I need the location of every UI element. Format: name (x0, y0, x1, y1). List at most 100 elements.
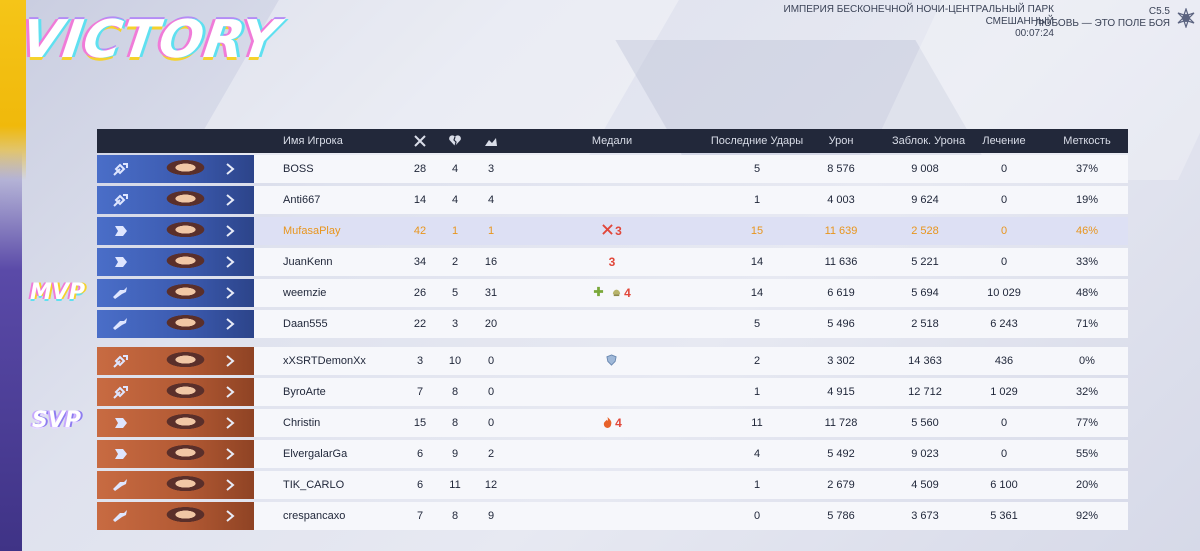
chevron-right-icon[interactable] (225, 225, 235, 237)
damage-value: 4 915 (827, 386, 855, 398)
scoreboard-header: Имя Игрока Медали Последние Удары Урон З… (97, 129, 1128, 153)
chevron-right-icon[interactable] (225, 386, 235, 398)
shield-medal-icon (605, 353, 617, 369)
player-row[interactable]: JuanKenn 34 2 16 3 14 11 636 5 221 0 33% (97, 248, 1128, 276)
healing-value: 0 (1000, 448, 1008, 460)
season-info: C5.5 ЛЮБОВЬ — ЭТО ПОЛЕ БОЯ (1035, 6, 1170, 30)
accuracy-value: 77% (1075, 417, 1099, 429)
blue-team-rows: BOSS 28 4 3 5 8 576 9 008 0 37% Anti667 14 4 4 1 4 003… (97, 155, 1128, 338)
player-row[interactable]: weemzie 26 5 31 4 14 6 619 5 694 10 029 48% (97, 279, 1128, 307)
chevron-right-icon[interactable] (225, 355, 235, 367)
deaths-value: 1 (451, 225, 459, 237)
player-row[interactable]: MufasaPlay 42 1 1 3 15 11 639 2 528 0 46% (97, 217, 1128, 245)
player-name[interactable]: weemzie (283, 287, 327, 299)
hero-portrait (147, 409, 217, 437)
kills-value: 28 (413, 163, 427, 175)
final-hits-value: 11 (751, 417, 763, 429)
player-row[interactable]: BOSS 28 4 3 5 8 576 9 008 0 37% (97, 155, 1128, 183)
assists-value: 0 (487, 417, 495, 429)
hero-banner (97, 502, 254, 530)
chevron-right-icon[interactable] (225, 194, 235, 206)
player-name[interactable]: MufasaPlay (283, 225, 341, 237)
flame-medal-icon (602, 416, 613, 431)
blocked-value: 9 023 (911, 448, 939, 460)
player-row[interactable]: ElvergalarGa 6 9 2 4 5 492 9 023 0 55% (97, 440, 1128, 468)
chevron-right-icon[interactable] (225, 163, 235, 175)
damage-value: 5 492 (827, 448, 855, 460)
blocked-value: 5 694 (911, 287, 939, 299)
chevron-right-icon[interactable] (225, 417, 235, 429)
damage-value: 8 576 (827, 163, 855, 175)
deaths-value: 11 (449, 479, 461, 491)
accuracy-value: 71% (1075, 318, 1099, 330)
chevron-right-icon[interactable] (225, 448, 235, 460)
final-hits-value: 14 (750, 287, 764, 299)
player-name[interactable]: BOSS (283, 163, 314, 175)
hero-portrait (147, 502, 217, 530)
player-row[interactable]: Christin 15 8 0 4 11 11 728 5 560 0 77% (97, 409, 1128, 437)
chevron-right-icon[interactable] (225, 510, 235, 522)
player-row[interactable]: ByroArte 7 8 0 1 4 915 12 712 1 029 32% (97, 378, 1128, 406)
blocked-value: 2 518 (911, 318, 939, 330)
player-name[interactable]: Christin (283, 417, 321, 429)
medals-cell (567, 353, 657, 369)
hero-banner (97, 248, 254, 276)
vanguard-role-icon (115, 418, 127, 428)
player-name[interactable]: ByroArte (283, 386, 326, 398)
damage-value: 5 496 (827, 318, 855, 330)
assists-icon (485, 138, 497, 146)
hero-banner (97, 217, 254, 245)
final-hits-value: 4 (753, 448, 761, 460)
victory-title: VICTORY (17, 10, 284, 70)
medals-cell: 3 (567, 255, 657, 269)
medal: 4 (602, 416, 622, 431)
medal-count: 3 (608, 255, 616, 269)
hero-banner (97, 409, 254, 437)
kills-value: 34 (413, 256, 427, 268)
kills-value: 15 (413, 417, 427, 429)
hero-banner (97, 347, 254, 375)
duelist-role-icon (113, 287, 127, 299)
accuracy-value: 20% (1075, 479, 1099, 491)
hero-portrait (147, 310, 217, 338)
player-row[interactable]: crespancaxo 7 8 9 0 5 786 3 673 5 361 92% (97, 502, 1128, 530)
chevron-right-icon[interactable] (225, 287, 235, 299)
kills-value: 7 (416, 510, 424, 522)
kills-value: 6 (416, 479, 424, 491)
final-hits-value: 14 (750, 256, 764, 268)
assists-value: 9 (487, 510, 495, 522)
medals-cell: 4 (567, 416, 657, 431)
helmet-medal-icon (611, 286, 622, 300)
player-row[interactable]: Anti667 14 4 4 1 4 003 9 624 0 19% (97, 186, 1128, 214)
damage-value: 11 728 (824, 417, 858, 429)
deaths-value: 8 (451, 417, 459, 429)
final-hits-value: 1 (753, 194, 761, 206)
player-name[interactable]: Anti667 (283, 194, 321, 206)
accuracy-value: 46% (1075, 225, 1099, 237)
healing-value: 0 (1000, 163, 1008, 175)
accuracy-value: 19% (1075, 194, 1099, 206)
medal-count: 3 (615, 224, 622, 238)
hero-banner (97, 440, 254, 468)
player-name[interactable]: xXSRTDemonXx (283, 355, 366, 367)
player-name[interactable]: crespancaxo (283, 510, 346, 522)
player-name[interactable]: ElvergalarGa (283, 448, 348, 460)
kills-value: 26 (413, 287, 427, 299)
damage-value: 5 786 (827, 510, 855, 522)
blocked-value: 2 528 (911, 225, 939, 237)
player-row[interactable]: xXSRTDemonXx 3 10 0 2 3 302 14 363 436 0% (97, 347, 1128, 375)
player-row[interactable]: Daan555 22 3 20 5 5 496 2 518 6 243 71% (97, 310, 1128, 338)
player-name[interactable]: JuanKenn (283, 256, 333, 268)
assists-value: 16 (484, 256, 498, 268)
chevron-right-icon[interactable] (225, 318, 235, 330)
player-row[interactable]: TIK_CARLO 6 11 12 1 2 679 4 509 6 100 20% (97, 471, 1128, 499)
player-name[interactable]: TIK_CARLO (283, 479, 345, 491)
season-name: ЛЮБОВЬ — ЭТО ПОЛЕ БОЯ (1034, 18, 1170, 29)
strategist-role-icon (113, 194, 128, 207)
chevron-right-icon[interactable] (225, 256, 235, 268)
chevron-right-icon[interactable] (225, 479, 235, 491)
player-name[interactable]: Daan555 (283, 318, 328, 330)
kills-value: 6 (416, 448, 424, 460)
hero-banner (97, 471, 254, 499)
final-hits-value: 1 (753, 386, 761, 398)
